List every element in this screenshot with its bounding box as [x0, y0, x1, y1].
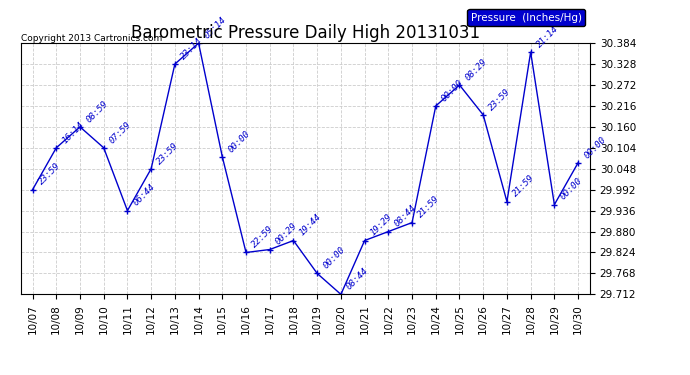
Text: 00:00: 00:00 — [226, 129, 252, 154]
Text: 21:59: 21:59 — [511, 174, 536, 199]
Legend: Pressure  (Inches/Hg): Pressure (Inches/Hg) — [468, 9, 584, 26]
Text: 00:29: 00:29 — [274, 221, 299, 247]
Text: 19:29: 19:29 — [368, 212, 394, 238]
Text: 00:00: 00:00 — [558, 177, 584, 202]
Text: 23:59: 23:59 — [37, 162, 62, 187]
Text: 08:44: 08:44 — [345, 266, 371, 292]
Text: 00:00: 00:00 — [322, 245, 346, 271]
Text: 23:59: 23:59 — [155, 141, 181, 166]
Text: 08:44: 08:44 — [393, 203, 418, 229]
Text: 22:59: 22:59 — [250, 224, 275, 250]
Text: 05:14: 05:14 — [203, 15, 228, 40]
Text: 00:00: 00:00 — [582, 135, 608, 160]
Text: Copyright 2013 Cartronics.com: Copyright 2013 Cartronics.com — [21, 34, 162, 43]
Text: 06:44: 06:44 — [132, 183, 157, 208]
Text: 08:59: 08:59 — [84, 99, 110, 124]
Text: 21:59: 21:59 — [416, 195, 442, 220]
Title: Barometric Pressure Daily High 20131031: Barometric Pressure Daily High 20131031 — [131, 24, 480, 42]
Text: 23:59: 23:59 — [487, 87, 513, 112]
Text: 16:14: 16:14 — [61, 120, 86, 145]
Text: 00:00: 00:00 — [440, 78, 465, 103]
Text: 21:14: 21:14 — [535, 24, 560, 50]
Text: 19:44: 19:44 — [297, 212, 323, 238]
Text: 08:29: 08:29 — [464, 57, 489, 82]
Text: 23:14: 23:14 — [179, 36, 204, 61]
Text: 07:59: 07:59 — [108, 120, 133, 145]
